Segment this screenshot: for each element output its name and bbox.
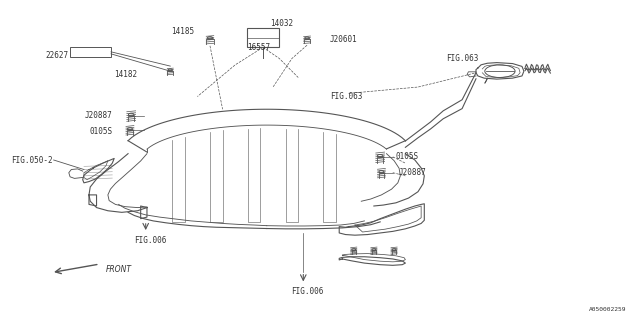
- Text: FIG.006: FIG.006: [134, 236, 166, 245]
- Text: A050002259: A050002259: [589, 307, 626, 312]
- Text: J20601: J20601: [330, 35, 358, 44]
- Text: J20887: J20887: [399, 168, 427, 177]
- Text: FIG.050-2: FIG.050-2: [11, 156, 52, 164]
- Text: FIG.063: FIG.063: [330, 92, 362, 101]
- Text: 0105S: 0105S: [396, 152, 419, 161]
- Bar: [70, 47, 111, 57]
- Text: 16557: 16557: [248, 43, 271, 52]
- Text: 14185: 14185: [171, 27, 194, 36]
- Text: 0105S: 0105S: [89, 127, 112, 136]
- Text: FIG.063: FIG.063: [446, 54, 479, 63]
- Text: FRONT: FRONT: [106, 265, 132, 274]
- Text: 14032: 14032: [270, 19, 293, 28]
- Text: 14182: 14182: [115, 70, 138, 79]
- Text: FIG.006: FIG.006: [291, 287, 324, 296]
- Text: 22627: 22627: [45, 51, 68, 60]
- Bar: [246, 28, 279, 47]
- Text: J20887: J20887: [84, 111, 112, 120]
